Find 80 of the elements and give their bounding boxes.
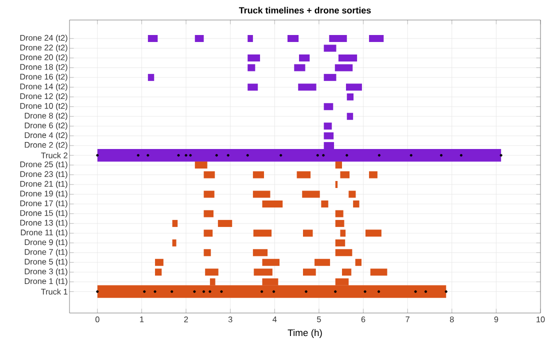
bar [253, 230, 272, 237]
y-tick-label: Drone 1 (t1) [24, 278, 68, 286]
y-tick-label: Drone 14 (t2) [20, 83, 68, 91]
y-tick-label: Drone 18 (t2) [20, 64, 68, 72]
bar [340, 230, 346, 237]
y-tick-label: Drone 12 (t2) [20, 93, 68, 101]
bar [204, 249, 211, 256]
bar [254, 268, 272, 276]
x-tick-label: 6 [361, 316, 366, 322]
y-tick-label: Drone 16 (t2) [20, 74, 68, 82]
bar [355, 258, 362, 266]
y-tick-label: Drone 9 (t1) [24, 239, 68, 247]
bar [252, 249, 268, 256]
bar [155, 268, 162, 276]
bar [252, 171, 264, 178]
bar [172, 239, 176, 246]
bar [172, 220, 178, 227]
x-tick-label: 5 [317, 316, 321, 322]
bar [314, 258, 330, 266]
bar [369, 171, 378, 178]
x-tick-label: 3 [228, 316, 232, 322]
x-tick-label: 8 [450, 316, 454, 322]
y-tick-label: Drone 17 (t1) [20, 200, 68, 208]
y-tick-label: Drone 21 (t1) [20, 180, 68, 188]
bar [365, 230, 382, 237]
y-tick-label: Drone 2 (t2) [24, 142, 68, 150]
bar [262, 258, 280, 266]
bar [204, 171, 215, 178]
bar [335, 162, 342, 169]
y-tick-label: Drone 13 (t1) [20, 220, 68, 228]
y-tick-label: Drone 7 (t1) [24, 248, 68, 256]
bar [303, 230, 313, 237]
y-tick-label: Drone 19 (t1) [20, 190, 68, 198]
y-tick-label: Drone 5 (t1) [24, 258, 68, 266]
bar [252, 190, 270, 198]
y-tick-label: Drone 20 (t2) [20, 54, 68, 62]
bar [302, 190, 320, 198]
bar [205, 268, 218, 276]
y-tick-label: Truck 1 [41, 288, 68, 295]
bar [340, 171, 350, 178]
y-tick-label: Drone 4 (t2) [24, 132, 68, 140]
bar [335, 249, 352, 256]
y-tick-label: Truck 2 [41, 152, 68, 158]
bar [353, 200, 360, 208]
x-tick-label: 0 [95, 316, 100, 322]
chart-title: Truck timelines + drone sorties [238, 6, 371, 14]
y-tick-label: Drone 22 (t2) [20, 44, 68, 52]
bar [204, 190, 214, 198]
y-tick-label: Drone 3 (t1) [24, 268, 68, 276]
x-tick-label: 2 [184, 316, 188, 322]
bar [204, 210, 214, 218]
y-tick-label: Drone 6 (t2) [24, 122, 68, 130]
bar [335, 239, 346, 246]
bar [369, 34, 384, 42]
bar [262, 200, 283, 208]
bar [218, 220, 232, 227]
y-tick-label: Drone 8 (t2) [24, 112, 68, 120]
bar [303, 268, 316, 276]
y-tick-label: Drone 10 (t2) [20, 102, 68, 110]
y-tick-label: Drone 23 (t1) [20, 170, 68, 179]
bar [204, 230, 213, 237]
bar [296, 171, 311, 178]
x-tick-label: 10 [536, 316, 545, 322]
bar [335, 181, 338, 188]
x-tick-label: 9 [494, 316, 498, 322]
bar [194, 162, 208, 169]
bar [335, 210, 344, 218]
y-tick-label: Drone 15 (t1) [20, 210, 68, 218]
bar [335, 220, 344, 227]
x-tick-label: 1 [140, 316, 144, 322]
bar [342, 268, 352, 276]
x-tick-label: 4 [272, 316, 277, 322]
bar [348, 190, 356, 198]
x-tick-label: 7 [406, 316, 410, 322]
x-axis-title: Time (h) [288, 329, 322, 338]
y-tick-label: Drone 24 (t2) [20, 34, 68, 42]
y-tick-label: Drone 25 (t1) [20, 161, 68, 169]
bar [155, 258, 164, 266]
bar [321, 200, 328, 208]
y-tick-label: Drone 11 (t1) [20, 229, 68, 237]
